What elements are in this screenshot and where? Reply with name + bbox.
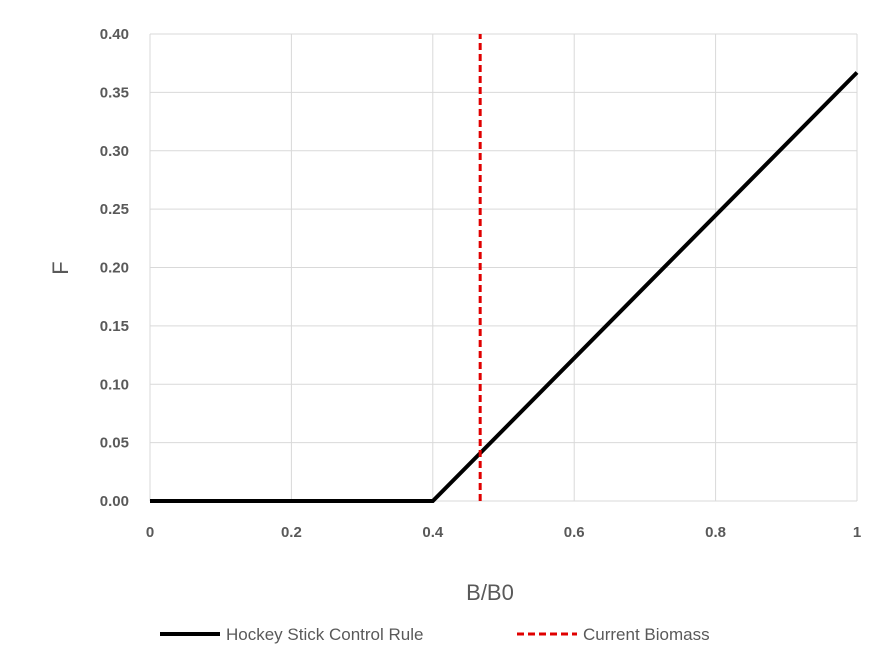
y-tick-label: 0.10 [100, 376, 129, 393]
y-tick-label: 0.05 [100, 435, 129, 452]
x-tick-label: 0.4 [422, 524, 444, 541]
y-tick-label: 0.15 [100, 318, 129, 335]
grid [149, 33, 858, 502]
y-tick-label: 0.25 [100, 201, 129, 218]
y-tick-label: 0.00 [100, 493, 129, 510]
y-axis-title: F [48, 261, 73, 274]
legend: Hockey Stick Control Rule Current Biomas… [160, 625, 710, 644]
x-tick-label: 0.2 [281, 524, 302, 541]
y-tick-label: 0.35 [100, 84, 129, 101]
x-tick-label: 1 [853, 524, 861, 541]
y-tick-labels: 0.00 0.05 0.10 0.15 0.20 0.25 0.30 0.35 0.40 [100, 26, 129, 510]
legend-label-control-rule: Hockey Stick Control Rule [226, 625, 423, 644]
series-group [150, 34, 859, 503]
x-tick-label: 0.6 [564, 524, 585, 541]
series-line-control-rule [150, 71, 859, 503]
legend-label-current-biomass: Current Biomass [583, 625, 710, 644]
y-tick-label: 0.20 [100, 260, 129, 277]
y-tick-label: 0.30 [100, 143, 129, 160]
x-tick-label: 0 [146, 524, 154, 541]
x-axis-title: B/B0 [466, 580, 514, 605]
x-tick-label: 0.8 [705, 524, 726, 541]
y-tick-label: 0.40 [100, 26, 129, 43]
x-tick-labels: 0 0.2 0.4 0.6 0.8 1 [146, 524, 861, 541]
